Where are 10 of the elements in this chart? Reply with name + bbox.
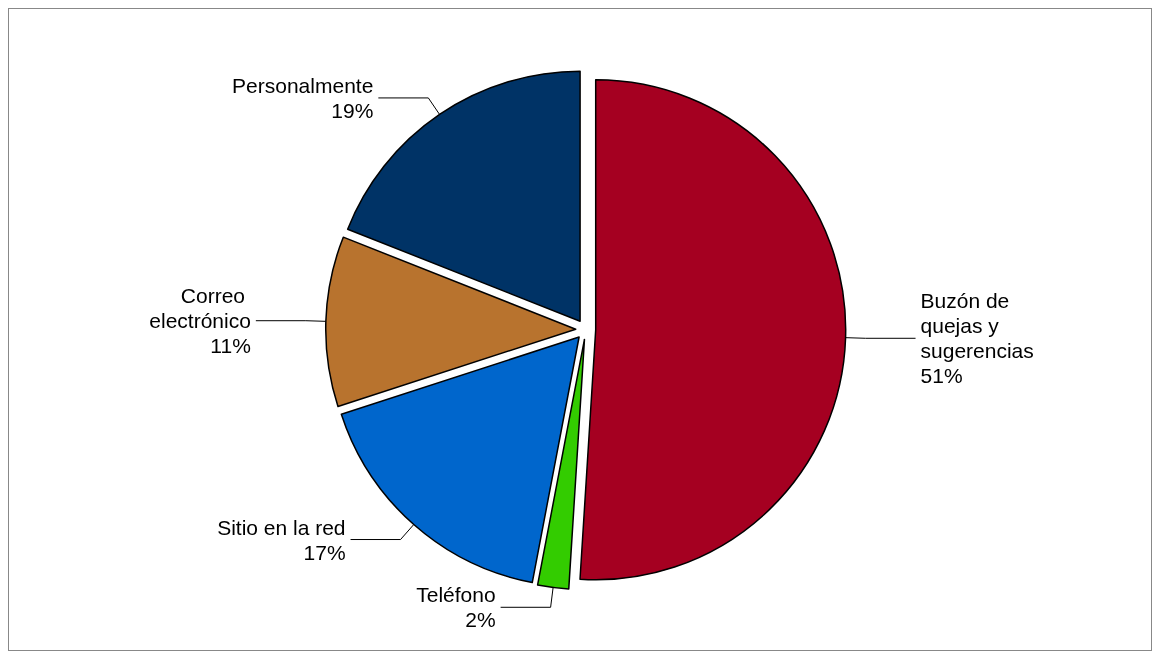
slice-label: Teléfono	[416, 583, 496, 607]
data-label: 11%	[210, 334, 251, 358]
data-label: 17%	[303, 540, 346, 564]
slice-label: Buzón de quejas y sugerencias	[920, 289, 1034, 363]
slice-label: Personalmente	[232, 73, 374, 97]
data-label: 19%	[331, 98, 374, 122]
data-label: 2%	[465, 608, 496, 632]
slice-label: Correo electrónico	[149, 284, 251, 333]
slice-label: Sitio en la red	[217, 515, 346, 539]
data-label: 51%	[920, 364, 963, 388]
